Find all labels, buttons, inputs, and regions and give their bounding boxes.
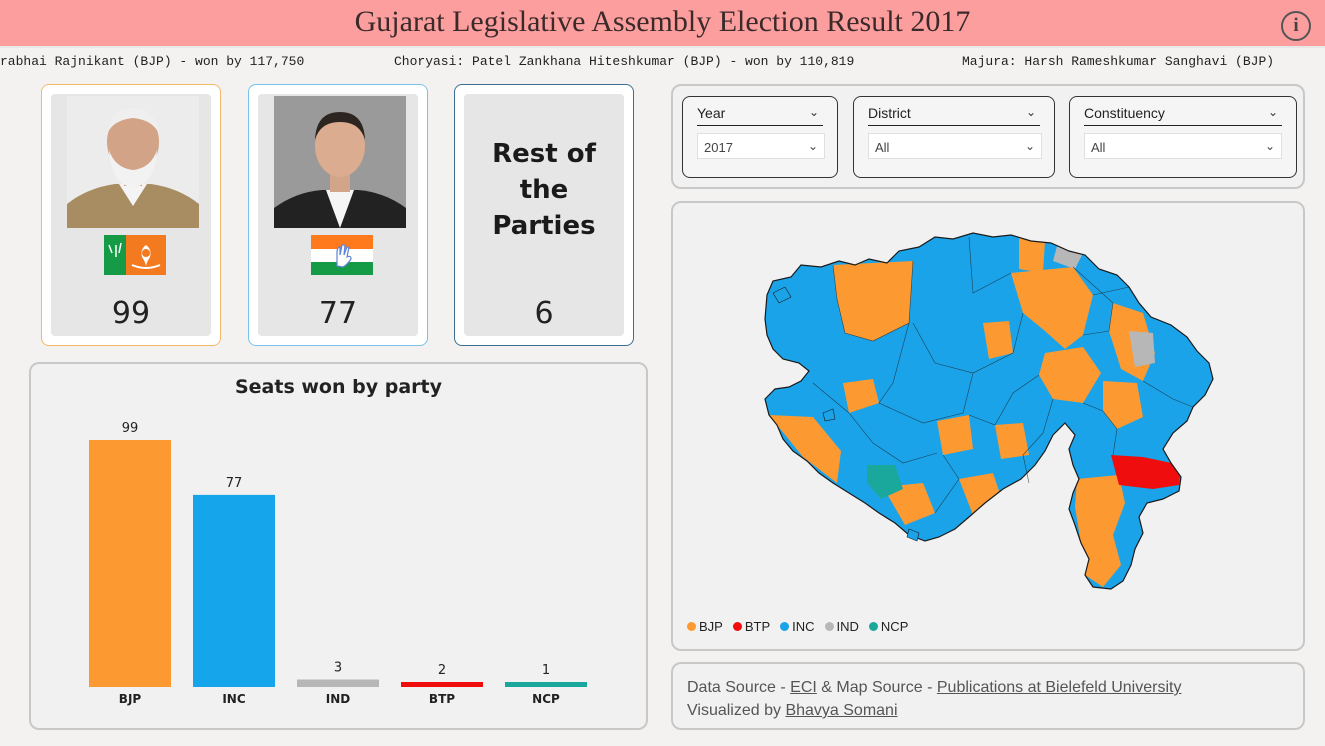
legend-label: IND [836,619,859,634]
legend-label: BJP [699,619,723,634]
ticker-item: rabhai Rajnikant (BJP) - won by 117,750 [0,54,305,69]
bar-btp[interactable] [401,682,483,687]
map-source-prefix: & Map Source - [816,679,937,696]
card-body: 99 [51,94,211,336]
chevron-down-icon: ⌄ [1264,139,1275,153]
slicer-divider [868,125,1040,126]
eci-link[interactable]: ECI [790,679,817,696]
legend-item: BTP [732,619,771,634]
dropdown-value: 2017 [704,140,733,155]
info-icon[interactable]: i [1281,11,1311,41]
legend-item: NCP [868,619,909,634]
rest-seat-count: 6 [534,296,554,331]
chevron-down-icon[interactable]: ⌄ [1268,105,1279,119]
data-label: 77 [226,476,243,491]
bar-bjp[interactable] [89,440,171,687]
year-slicer: Year ⌄ 2017 ⌄ [682,96,838,178]
chevron-down-icon: ⌄ [1024,139,1035,153]
x-tick-label: BTP [429,692,455,706]
visualized-prefix: Visualized by [687,702,786,719]
data-label: 2 [438,663,446,678]
legend-label: BTP [744,619,771,634]
author-link[interactable]: Bhavya Somani [785,702,898,719]
legend-item: IND [824,619,859,634]
page-title: Gujarat Legislative Assembly Election Re… [354,5,971,38]
results-ticker: rabhai Rajnikant (BJP) - won by 117,750 … [0,50,1325,74]
legend-item: BJP [687,619,723,634]
bar-ind[interactable] [297,679,379,687]
inc-seat-count: 77 [318,296,358,331]
constituency-map-panel: BJP BTP INC IND NCP [671,201,1305,651]
source-text: Data Source - ECI & Map Source - Publica… [687,676,1181,722]
bar-ncp[interactable] [505,682,587,687]
title-bar: Gujarat Legislative Assembly Election Re… [0,0,1325,48]
bjp-leader-photo [67,96,199,228]
inc-seats-card[interactable]: 77 [248,84,428,346]
inc-flag-icon [311,235,373,275]
chevron-down-icon: ⌄ [807,139,818,153]
constituency-dropdown[interactable]: All ⌄ [1084,133,1282,159]
district-dropdown[interactable]: All ⌄ [868,133,1042,159]
map-source-link[interactable]: Publications at Bielefeld University [936,679,1182,696]
map-legend: BJP BTP INC IND NCP [687,619,908,634]
data-label: 1 [542,663,550,678]
data-label: 3 [334,661,342,676]
x-tick-label: INC [222,692,246,706]
data-label: 99 [122,421,139,436]
inc-leader-photo [274,96,406,228]
x-tick-label: BJP [119,692,142,706]
year-dropdown[interactable]: 2017 ⌄ [697,133,825,159]
bjp-seat-count: 99 [111,296,151,331]
bjp-seats-card[interactable]: 99 [41,84,221,346]
legend-swatch [780,622,790,631]
card-body: 77 [258,94,418,336]
dropdown-value: All [875,140,890,155]
legend-item: INC [780,619,815,634]
legend-label: NCP [880,619,909,634]
legend-swatch [687,622,696,631]
data-source-prefix: Data Source - [687,679,791,696]
chart-title: Seats won by party [234,376,442,398]
dropdown-value: All [1091,140,1106,155]
card-body: Rest of the Parties 6 [464,94,624,336]
x-tick-label: NCP [532,692,560,706]
rest-parties-label: Rest of the Parties [492,139,596,241]
x-tick-label: IND [326,692,351,706]
chevron-down-icon[interactable]: ⌄ [1026,105,1037,119]
bjp-flag-icon [104,235,166,275]
slicer-label: District [868,105,911,121]
slicer-label: Year [697,105,726,121]
slicer-label: Constituency [1084,105,1165,121]
legend-swatch [868,622,878,631]
seats-bar-chart: 99 BJP 77 INC 3 IND 2 BTP 1 NCP [89,421,587,706]
source-panel: Data Source - ECI & Map Source - Publica… [671,662,1305,730]
legend-swatch [824,622,834,631]
seats-bar-chart-panel: Seats won by party 99 BJP 77 INC 3 IND 2 BTP 1 NC… [29,362,648,730]
ticker-item: Majura: Harsh Rameshkumar Sanghavi (BJP) [962,54,1275,69]
rest-seats-card[interactable]: Rest of the Parties 6 [454,84,634,346]
district-slicer: District ⌄ All ⌄ [853,96,1055,178]
filters-panel: Year ⌄ 2017 ⌄ District ⌄ All ⌄ Constitue… [671,84,1305,189]
legend-label: INC [792,619,815,634]
slicer-divider [697,125,823,126]
slicer-divider [1084,125,1282,126]
constituency-slicer: Constituency ⌄ All ⌄ [1069,96,1297,178]
ticker-item: Choryasi: Patel Zankhana Hiteshkumar (BJ… [394,54,855,69]
chevron-down-icon[interactable]: ⌄ [809,105,820,119]
legend-swatch [732,622,742,631]
bar-inc[interactable] [193,494,275,687]
gujarat-map[interactable] [673,203,1303,649]
